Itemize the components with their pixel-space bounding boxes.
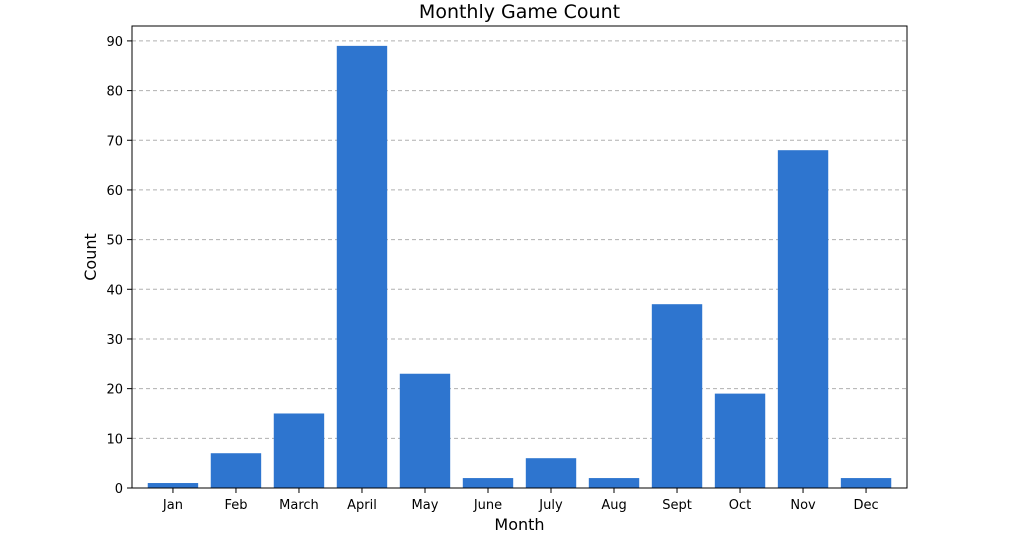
plot-frame: [131, 25, 908, 489]
y-tick-label: 0: [115, 482, 123, 497]
bar-oct: [714, 393, 766, 488]
x-tick-label: March: [279, 498, 319, 513]
bar-june: [462, 478, 514, 488]
bar-aug: [588, 478, 640, 488]
bar-nov: [777, 150, 829, 488]
x-tick-label: June: [473, 498, 502, 513]
x-tick-label: Feb: [224, 498, 247, 513]
y-tick-label: 20: [106, 383, 123, 398]
y-tick-label: 10: [106, 432, 123, 447]
bar-may: [399, 373, 451, 488]
y-tick-label: 40: [106, 283, 123, 298]
gridlines: [132, 40, 907, 439]
x-tick-label: Dec: [853, 498, 878, 513]
x-tick-label: April: [347, 498, 377, 513]
bar-sept: [651, 304, 703, 488]
chart-title: Monthly Game Count: [419, 1, 620, 23]
x-tick-label: July: [538, 498, 563, 513]
bars: [147, 45, 892, 488]
bar-dec: [840, 478, 892, 488]
x-tick-label: Nov: [790, 498, 816, 513]
x-tick-label: Oct: [729, 498, 751, 513]
bar-july: [525, 458, 577, 488]
x-tick-label: Aug: [601, 498, 626, 513]
bar-jan: [147, 483, 199, 488]
bar-april: [336, 45, 388, 488]
x-tick-label: May: [412, 498, 439, 513]
x-tick-label: Jan: [162, 498, 183, 513]
y-tick-label: 30: [106, 333, 123, 348]
y-tick-label: 80: [106, 85, 123, 100]
y-tick-label: 90: [106, 35, 123, 50]
y-tick-label: 70: [106, 134, 123, 149]
bar-march: [273, 413, 325, 488]
bar-feb: [210, 453, 262, 488]
y-tick-label: 60: [106, 184, 123, 199]
x-tick-label: Sept: [662, 498, 692, 513]
y-axis-ticks: 0 10 20 30 40 50 60 70 80 90: [106, 35, 132, 497]
x-axis-title: Month: [494, 515, 544, 534]
y-tick-label: 50: [106, 234, 123, 249]
x-axis-ticks: Jan Feb March April May June July Aug Sept Oct Nov…: [162, 488, 879, 513]
y-axis-title: Count: [81, 233, 100, 281]
